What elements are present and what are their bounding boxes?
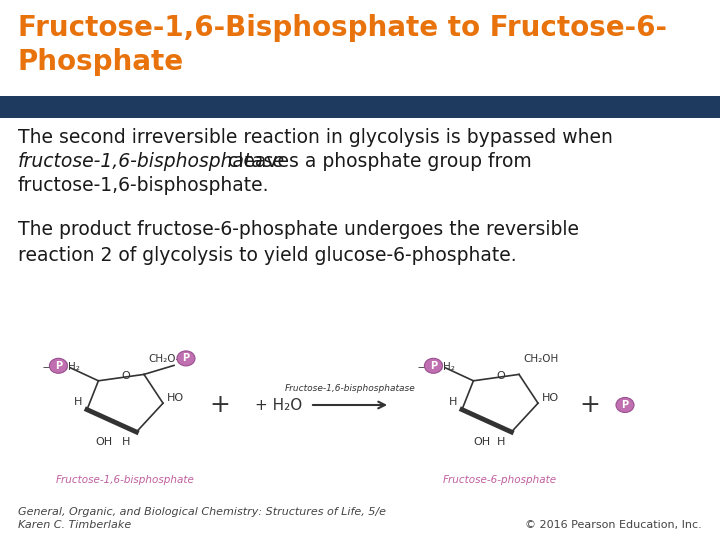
Text: H: H xyxy=(122,437,130,447)
Text: CH₂OH: CH₂OH xyxy=(523,354,558,364)
Text: —OCH₂: —OCH₂ xyxy=(418,362,455,372)
Text: O: O xyxy=(122,370,130,381)
Text: H: H xyxy=(497,437,505,447)
Text: H: H xyxy=(449,396,457,407)
Text: —OCH₂: —OCH₂ xyxy=(42,362,81,372)
Text: P: P xyxy=(55,361,62,371)
Text: CH₂O—: CH₂O— xyxy=(148,354,186,364)
Text: Fructose-1,6-bisphosphate: Fructose-1,6-bisphosphate xyxy=(55,475,194,485)
Text: HO: HO xyxy=(167,393,184,403)
Text: +: + xyxy=(210,393,230,417)
Text: + H₂O: + H₂O xyxy=(255,397,302,413)
Ellipse shape xyxy=(177,351,195,366)
Ellipse shape xyxy=(616,397,634,413)
Text: HO: HO xyxy=(542,393,559,403)
Text: O: O xyxy=(497,370,505,381)
Text: Fructose-6-phosphate: Fructose-6-phosphate xyxy=(443,475,557,485)
Text: General, Organic, and Biological Chemistry: Structures of Life, 5/e
Karen C. Tim: General, Organic, and Biological Chemist… xyxy=(18,507,386,530)
Text: The second irreversible reaction in glycolysis is bypassed when: The second irreversible reaction in glyc… xyxy=(18,128,613,147)
Bar xyxy=(0,96,720,118)
Text: cleaves a phosphate group from: cleaves a phosphate group from xyxy=(222,152,531,171)
Ellipse shape xyxy=(424,359,442,373)
Text: H: H xyxy=(73,396,82,407)
Text: OH: OH xyxy=(95,437,112,447)
Text: Fructose-1,6-Bisphosphate to Fructose-6-
Phosphate: Fructose-1,6-Bisphosphate to Fructose-6-… xyxy=(18,14,667,76)
Text: fructose-1,6-bisphosphate.: fructose-1,6-bisphosphate. xyxy=(18,176,269,195)
Text: Fructose-1,6-bisphosphatase: Fructose-1,6-bisphosphatase xyxy=(284,384,415,393)
Text: © 2016 Pearson Education, Inc.: © 2016 Pearson Education, Inc. xyxy=(526,520,702,530)
Text: fructose-1,6-bisphosphatase: fructose-1,6-bisphosphatase xyxy=(18,152,285,171)
Ellipse shape xyxy=(50,359,68,373)
Text: P: P xyxy=(621,400,629,410)
Text: +: + xyxy=(580,393,600,417)
Text: The product fructose-6-phosphate undergoes the reversible
reaction 2 of glycolys: The product fructose-6-phosphate undergo… xyxy=(18,220,579,265)
Text: P: P xyxy=(430,361,437,371)
Text: OH: OH xyxy=(473,437,490,447)
Text: P: P xyxy=(182,353,189,363)
